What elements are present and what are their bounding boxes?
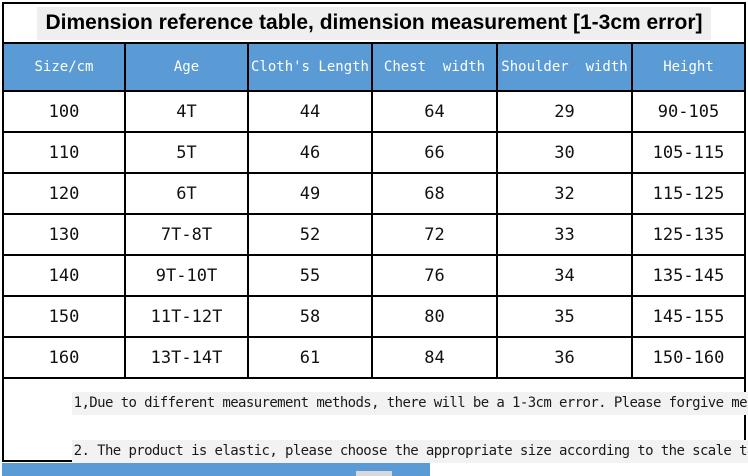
table-row: 100 4T 44 64 29 90-105: [4, 90, 744, 133]
table-row: 130 7T-8T 52 72 33 125-135: [4, 213, 744, 256]
table-cell: 72: [371, 213, 498, 256]
table-cell: 33: [496, 213, 633, 256]
table-cell: 150-160: [631, 336, 744, 379]
table-cell: 64: [371, 90, 498, 133]
table-row: 150 11T-12T 58 80 35 145-155: [4, 295, 744, 338]
size-reference-table: Size/cm Age Cloth's Length Chest width S…: [4, 42, 744, 379]
notes-section: 1,Due to different measurement methods, …: [4, 379, 748, 463]
table-cell: 140: [4, 254, 126, 297]
table-cell: 44: [247, 90, 373, 133]
table-cell: 145-155: [631, 295, 744, 338]
title-row: Dimension reference table, dimension mea…: [4, 4, 744, 42]
table-cell: 120: [4, 172, 126, 215]
column-header: Size/cm: [4, 42, 126, 92]
table-cell: 34: [496, 254, 633, 297]
table-cell: 84: [371, 336, 498, 379]
table-cell: 76: [371, 254, 498, 297]
table-cell: 30: [496, 131, 633, 174]
table-row: 110 5T 46 66 30 105-115: [4, 131, 744, 174]
table-cell: 6T: [124, 172, 249, 215]
table-cell: 100: [4, 90, 126, 133]
table-cell: 11T-12T: [124, 295, 249, 338]
column-header: Shoulder width: [496, 42, 633, 92]
table-cell: 29: [496, 90, 633, 133]
table-cell: 46: [247, 131, 373, 174]
table-cell: 150: [4, 295, 126, 338]
table-cell: 4T: [124, 90, 249, 133]
table-cell: 115-125: [631, 172, 744, 215]
table-row: 160 13T-14T 61 84 36 150-160: [4, 336, 744, 379]
table-cell: 105-115: [631, 131, 744, 174]
table-cell: 80: [371, 295, 498, 338]
column-header: Cloth's Length: [247, 42, 373, 92]
table-cell: 32: [496, 172, 633, 215]
bottom-accent-bar: [2, 463, 430, 476]
table-cell: 35: [496, 295, 633, 338]
page-title: Dimension reference table, dimension mea…: [37, 6, 711, 40]
table-cell: 160: [4, 336, 126, 379]
table-cell: 49: [247, 172, 373, 215]
table-row: 140 9T-10T 55 76 34 135-145: [4, 254, 744, 297]
column-header: Age: [124, 42, 249, 92]
table-cell: 61: [247, 336, 373, 379]
table-cell: 68: [371, 172, 498, 215]
column-header: Height: [631, 42, 744, 92]
table-cell: 90-105: [631, 90, 744, 133]
bottom-gray-notch: [356, 471, 392, 476]
table-cell: 130: [4, 213, 126, 256]
column-header: Chest width: [371, 42, 498, 92]
table-cell: 58: [247, 295, 373, 338]
table-cell: 9T-10T: [124, 254, 249, 297]
table-cell: 55: [247, 254, 373, 297]
table-cell: 7T-8T: [124, 213, 249, 256]
table-cell: 66: [371, 131, 498, 174]
table-cell: 5T: [124, 131, 249, 174]
table-cell: 52: [247, 213, 373, 256]
table-cell: 125-135: [631, 213, 744, 256]
table-cell: 135-145: [631, 254, 744, 297]
table-frame: Dimension reference table, dimension mea…: [2, 2, 748, 463]
note-measurement-error: 1,Due to different measurement methods, …: [9, 379, 748, 427]
table-row: 120 6T 49 68 32 115-125: [4, 172, 744, 215]
table-cell: 13T-14T: [124, 336, 249, 379]
table-cell: 110: [4, 131, 126, 174]
table-cell: 36: [496, 336, 633, 379]
note-elastic-product: 2. The product is elastic, please choose…: [9, 427, 748, 475]
header-row: Size/cm Age Cloth's Length Chest width S…: [4, 42, 744, 92]
